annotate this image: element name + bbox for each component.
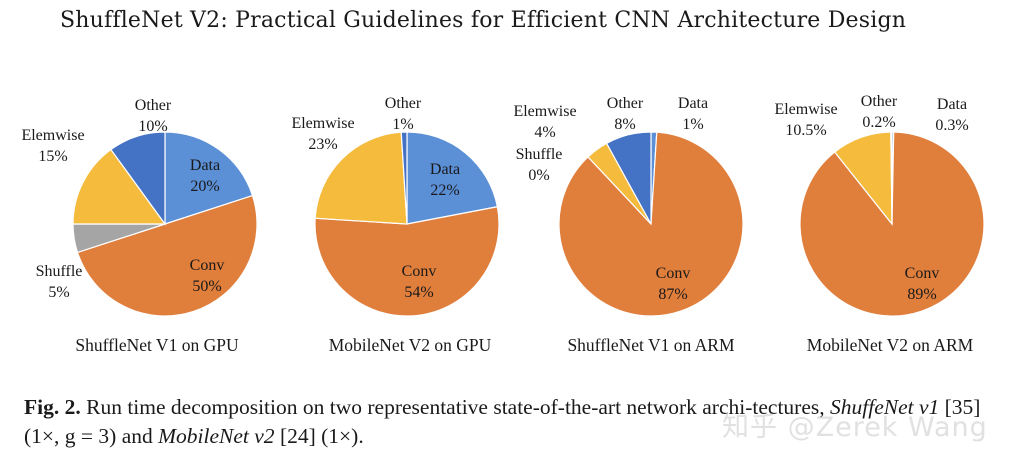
caption-model-1: ShuffeNet v1 xyxy=(830,395,940,419)
slice-value-conv: 87% xyxy=(658,286,687,303)
slice-value-shuffle: 0% xyxy=(528,167,549,184)
slice-label-conv: Conv xyxy=(402,263,437,280)
pie-slice-data xyxy=(406,131,499,225)
pie-slice-data xyxy=(164,131,254,225)
slice-label-elemwise: Elemwise xyxy=(21,127,84,144)
pie-slice-other xyxy=(605,131,652,225)
slice-value-conv: 54% xyxy=(404,284,433,301)
caption-param-1: (1×, g = 3) and xyxy=(24,424,153,448)
slice-value-conv: 89% xyxy=(907,286,936,303)
slice-value-data: 20% xyxy=(190,178,219,195)
chart-title: MobileNet V2 on ARM xyxy=(807,335,974,355)
figure-caption: Fig. 2. Run time decomposition on two re… xyxy=(24,393,1009,451)
slice-value-data: 22% xyxy=(430,182,459,199)
slice-label-elemwise: Elemwise xyxy=(774,101,837,118)
caption-ref-2: [24] xyxy=(279,424,316,448)
slice-label-conv: Conv xyxy=(190,257,225,274)
pie-charts-figure: Data 20% Conv 50% Shuffle 5% Elemwise 15% Other 1… xyxy=(21,93,985,355)
chart-title: ShuffleNet V1 on ARM xyxy=(567,335,735,355)
slice-label-elemwise: Elemwise xyxy=(291,115,354,132)
pie-chart-1: Data 20% Conv 50% Shuffle 5% Elemwise 15% Other 1… xyxy=(21,97,258,355)
pie-slice-other xyxy=(890,131,893,225)
pie-chart-4: Data 0.3% Conv 89% Elemwise 10.5% Other 0.2% Mob… xyxy=(774,93,985,355)
slice-label-conv: Conv xyxy=(656,265,691,282)
pie-slice-other xyxy=(110,131,166,226)
slice-value-conv: 50% xyxy=(192,278,221,295)
watermark: 知乎 @Zerek Wang xyxy=(722,412,988,443)
caption-ref-1: [35] xyxy=(944,395,981,419)
chart-title: MobileNet V2 on GPU xyxy=(329,335,492,355)
slice-label-shuffle: Shuffle xyxy=(36,263,83,280)
pie-slice-conv xyxy=(76,194,258,317)
pie-slice-other xyxy=(400,131,408,225)
slice-label-elemwise: Elemwise xyxy=(513,103,576,120)
caption-model-2: MobileNet v2 xyxy=(158,424,275,448)
slice-value-other: 0.2% xyxy=(862,114,895,131)
slice-label-other: Other xyxy=(135,97,172,114)
slice-value-shuffle: 5% xyxy=(48,284,69,301)
pie-chart-3: Data 1% Conv 87% Shuffle 0% Elemwise 4% Other 8% S… xyxy=(513,95,744,355)
pie-chart-2: Data 22% Conv 54% Elemwise 23% Other 1% MobileNe… xyxy=(291,95,500,355)
slice-label-shuffle: Shuffle xyxy=(516,146,563,163)
slice-label-data: Data xyxy=(937,96,967,113)
slice-value-other: 1% xyxy=(392,116,413,133)
slice-label-other: Other xyxy=(861,93,898,110)
page-title: ShuffleNet V2: Practical Guidelines for … xyxy=(60,8,907,33)
slice-label-data: Data xyxy=(430,161,460,178)
slice-label-conv: Conv xyxy=(905,265,940,282)
caption-text: Run time decomposition on two representa… xyxy=(86,395,825,419)
pie-slice-conv xyxy=(314,206,500,317)
slice-value-elemwise: 23% xyxy=(308,136,337,153)
chart-title: ShuffleNet V1 on GPU xyxy=(75,335,239,355)
slice-value-elemwise: 15% xyxy=(38,148,67,165)
figure-label: Fig. 2. xyxy=(24,395,81,419)
slice-value-other: 8% xyxy=(614,116,635,133)
slice-value-elemwise: 4% xyxy=(534,124,555,141)
pie-slice-elemwise xyxy=(314,131,408,225)
slice-value-elemwise: 10.5% xyxy=(785,122,826,139)
slice-value-data: 1% xyxy=(682,116,703,133)
slice-label-data: Data xyxy=(678,95,708,112)
slice-label-other: Other xyxy=(385,95,422,112)
slice-label-other: Other xyxy=(607,95,644,112)
caption-param-2: (1×). xyxy=(321,424,364,448)
slice-label-data: Data xyxy=(190,157,220,174)
slice-value-data: 0.3% xyxy=(935,117,968,134)
pie-slice-elemwise xyxy=(72,148,167,225)
slice-value-other: 10% xyxy=(138,118,167,135)
